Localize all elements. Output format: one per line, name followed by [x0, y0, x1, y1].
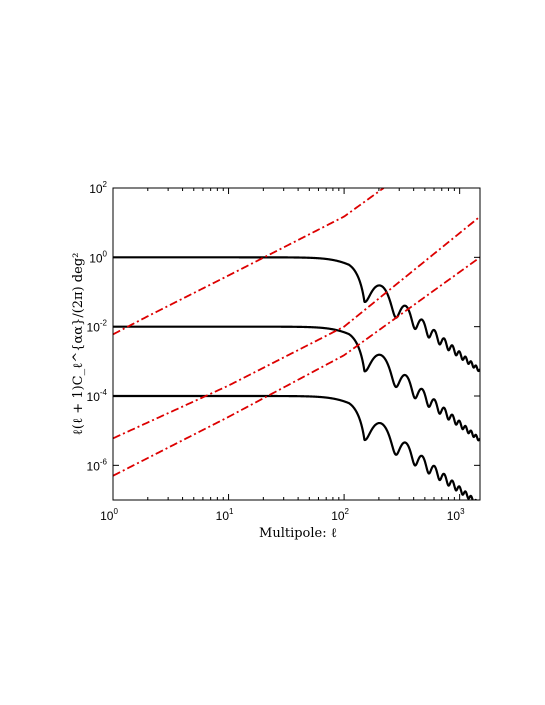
solid-series-2 — [113, 394, 478, 500]
solid-series-1 — [113, 325, 480, 442]
tick-layer: 100 101 102 103 10-6 10-4 10-2 100 102 — [87, 180, 480, 523]
x-tick-label-1: 101 — [216, 507, 234, 523]
y-tick-label-0: 10-6 — [87, 457, 108, 473]
plot-area — [113, 188, 480, 500]
y-tick-label-3: 100 — [89, 249, 107, 265]
dashdot-series-4 — [113, 215, 480, 440]
x-tick-label-0: 100 — [100, 507, 118, 523]
y-tick-label-4: 102 — [89, 180, 107, 196]
dashdot-series-5 — [113, 256, 480, 477]
x-tick-label-3: 103 — [447, 507, 465, 523]
plot-frame — [112, 187, 481, 501]
dashdot-series-3 — [113, 188, 385, 336]
series-layer — [113, 188, 480, 500]
solid-series-0 — [113, 256, 480, 373]
y-tick-label-2: 10-2 — [87, 319, 108, 335]
x-axis-label: Multipole: ℓ — [259, 526, 337, 541]
x-tick-label-2: 102 — [331, 507, 349, 523]
y-tick-label-1: 10-4 — [87, 388, 108, 404]
y-axis-label: ℓ(ℓ + 1)C_ℓ^{αα}/(2π) deg² — [71, 253, 86, 436]
